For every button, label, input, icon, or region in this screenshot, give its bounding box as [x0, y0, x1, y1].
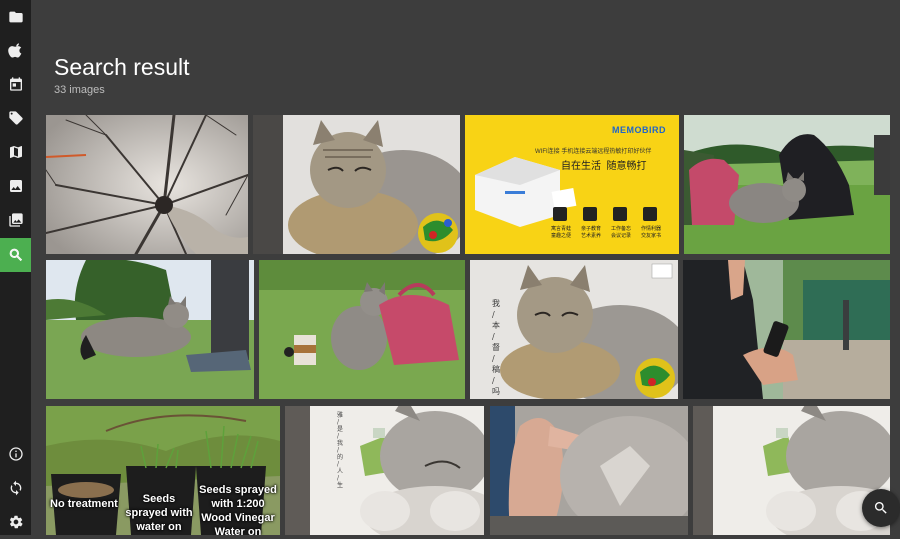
label-seeds-water: Seeds sprayed with water on [125, 493, 193, 533]
printer-feature-3: 工作备忘 会议记录 [610, 226, 631, 239]
search-fab[interactable] [862, 489, 900, 527]
nav-info[interactable] [0, 437, 31, 471]
label-seeds-vinegar: Seeds sprayed with 1:200 Wood Vinegar Wa… [199, 484, 277, 535]
info-icon [8, 447, 23, 461]
nav-library[interactable] [0, 203, 31, 237]
printer-feature-2: 亲子教育 艺术素养 [580, 226, 601, 239]
grass-experiment-photo [46, 406, 280, 535]
printer-slogan: 自在生活 随意畅打 [561, 161, 647, 172]
cat-coffee-photo [259, 260, 465, 399]
image-cat-coffee[interactable] [259, 260, 465, 399]
image-kitten-hand[interactable] [490, 406, 688, 535]
tag-icon [8, 111, 23, 125]
nav-search[interactable] [0, 238, 31, 272]
image-grass-experiment[interactable]: No treatment Seeds sprayed with water on… [46, 406, 280, 535]
folder-icon [8, 11, 23, 23]
image-cat-bags[interactable] [684, 115, 890, 254]
apple-icon [7, 43, 21, 58]
printer-ad-image [465, 115, 679, 254]
image-kitten-paws-2[interactable] [693, 406, 890, 535]
nav-sync[interactable] [0, 471, 31, 505]
nav-apple[interactable] [0, 33, 31, 67]
printer-feature-1: 寓言青蛙 童趣之便 [550, 226, 571, 239]
photo-library-icon [8, 213, 23, 227]
kitten-paws-photo-1 [285, 406, 484, 535]
calendar-icon [9, 77, 22, 91]
settings-icon [9, 515, 23, 529]
nav-folders[interactable] [0, 0, 31, 34]
image-phone-user[interactable] [683, 260, 890, 399]
nav-map[interactable] [0, 135, 31, 169]
image-icon [9, 180, 22, 192]
cat-walking-photo [46, 260, 254, 399]
image-cat-ball[interactable] [253, 115, 460, 254]
cat-bags-photo [684, 115, 890, 254]
search-icon [875, 502, 887, 514]
sync-icon [10, 480, 21, 496]
neurons-photo [46, 115, 248, 254]
sidebar [0, 0, 31, 535]
nav-tags[interactable] [0, 101, 31, 135]
label-no-treatment: No treatment [50, 498, 118, 510]
page-title: Search result [54, 54, 190, 80]
cat-calligraphy-photo [470, 260, 678, 399]
result-count: 33 images [54, 84, 105, 96]
nav-settings[interactable] [0, 505, 31, 539]
image-kitten-paws-1[interactable]: 雅 / 是 / 我 / 的 / 人 / 生 [285, 406, 484, 535]
calligraphy-text: 我 / 本 / 督 / 稿 / 吗 [492, 299, 500, 396]
printer-feature-4: 作情利器 交友家书 [640, 226, 661, 239]
image-neurons[interactable] [46, 115, 248, 254]
phone-user-photo [683, 260, 890, 399]
image-cat-walking[interactable] [46, 260, 254, 399]
nav-images[interactable] [0, 169, 31, 203]
map-icon [9, 146, 22, 158]
kitten-hand-photo [490, 406, 688, 535]
cat-ball-photo [253, 115, 460, 254]
image-cat-calligraphy[interactable]: 我 / 本 / 督 / 稿 / 吗 [470, 260, 678, 399]
results-header: Search result 33 images [54, 54, 190, 96]
nav-calendar[interactable] [0, 67, 31, 101]
search-icon [9, 248, 22, 262]
poster-text: 雅 / 是 / 我 / 的 / 人 / 生 [337, 412, 344, 489]
kitten-paws-photo-2 [693, 406, 890, 535]
image-printer-ad[interactable]: MEMOBIRD WIFI连接 手机连接云端远程热敏打印好伙伴 自在生活 随意畅… [465, 115, 679, 254]
printer-tagline: WIFI连接 手机连接云端远程热敏打印好伙伴 [535, 149, 652, 155]
printer-brand: MEMOBIRD [612, 125, 666, 135]
